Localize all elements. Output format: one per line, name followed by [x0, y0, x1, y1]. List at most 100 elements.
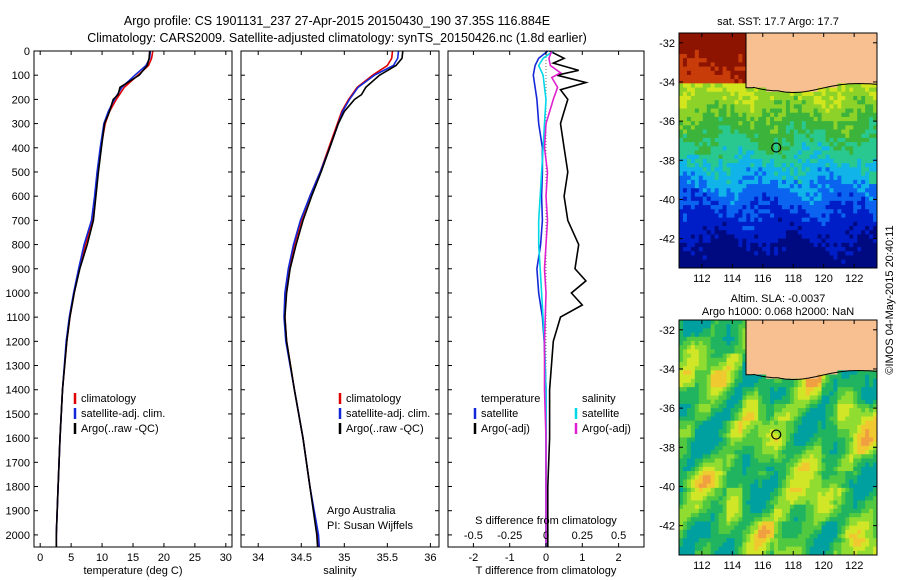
land-cell — [758, 66, 763, 72]
ocean-cell — [702, 112, 708, 118]
ocean-cell — [789, 209, 795, 214]
ocean-cell — [873, 263, 877, 268]
ocean-cell — [690, 230, 696, 235]
ocean-cell — [865, 205, 870, 210]
land-cell — [873, 336, 877, 342]
ocean-cell — [853, 445, 858, 451]
ocean-cell — [817, 374, 823, 380]
ocean-cell — [837, 217, 842, 223]
ocean-cell — [869, 95, 874, 101]
ocean-cell — [686, 200, 692, 206]
ocean-cell — [821, 188, 827, 193]
ocean-cell — [738, 112, 743, 118]
ocean-cell — [805, 395, 811, 401]
ocean-cell — [734, 70, 739, 76]
ocean-cell — [679, 320, 684, 325]
ocean-cell — [722, 175, 728, 181]
ocean-cell — [734, 378, 739, 384]
land-cell — [770, 79, 775, 84]
ocean-cell — [682, 234, 688, 240]
land-cell — [789, 45, 795, 51]
ocean-cell — [861, 374, 866, 380]
ocean-cell — [726, 58, 731, 63]
land-cell — [766, 33, 771, 38]
ocean-cell — [809, 387, 815, 392]
ocean-cell — [837, 121, 842, 126]
ocean-cell — [774, 433, 779, 438]
ocean-cell — [785, 429, 791, 434]
ytick-label: 900 — [12, 264, 30, 276]
ocean-cell — [722, 91, 728, 97]
ocean-cell — [734, 154, 739, 160]
ocean-cell — [837, 475, 842, 480]
ocean-cell — [781, 230, 787, 235]
ocean-cell — [718, 171, 724, 177]
ocean-cell — [869, 242, 874, 248]
ocean-cell — [686, 340, 692, 346]
ocean-cell — [750, 408, 755, 413]
ocean-cell — [801, 125, 807, 131]
ocean-cell — [686, 399, 692, 405]
ocean-cell — [686, 163, 692, 168]
land-cell — [817, 324, 823, 329]
ocean-cell — [857, 408, 862, 413]
ocean-cell — [813, 163, 819, 168]
ocean-cell — [797, 462, 803, 468]
ocean-cell — [686, 349, 692, 355]
land-cell — [817, 62, 823, 68]
ocean-cell — [730, 79, 735, 84]
ocean-cell — [813, 450, 819, 455]
ocean-cell — [758, 234, 763, 240]
ocean-cell — [714, 357, 720, 363]
ocean-cell — [738, 91, 743, 97]
ocean-cell — [750, 104, 755, 110]
ocean-cell — [738, 83, 743, 89]
ocean-cell — [679, 378, 684, 384]
ocean-cell — [718, 420, 724, 426]
ocean-cell — [742, 129, 747, 135]
ocean-cell — [682, 184, 688, 189]
ocean-cell — [718, 137, 724, 143]
ocean-cell — [781, 171, 787, 177]
ocean-cell — [849, 412, 854, 418]
ocean-cell — [762, 217, 767, 223]
ocean-cell — [706, 424, 712, 430]
ocean-cell — [698, 179, 704, 185]
ocean-cell — [679, 83, 684, 89]
ocean-cell — [718, 100, 724, 105]
ocean-cell — [861, 125, 866, 131]
land-cell — [845, 353, 850, 359]
ocean-cell — [873, 382, 877, 388]
ocean-cell — [706, 37, 712, 42]
land-cell — [805, 361, 811, 367]
ocean-cell — [841, 188, 846, 193]
ocean-cell — [690, 412, 696, 418]
ocean-cell — [690, 441, 696, 447]
ocean-cell — [821, 420, 827, 426]
land-cell — [809, 374, 815, 380]
ocean-cell — [742, 374, 747, 380]
land-cell — [754, 340, 759, 346]
ocean-cell — [841, 196, 846, 202]
ocean-cell — [710, 345, 716, 350]
ocean-cell — [698, 441, 704, 447]
ocean-cell — [813, 403, 819, 409]
ocean-cell — [738, 150, 743, 156]
ocean-cell — [837, 395, 842, 401]
ocean-cell — [746, 116, 751, 122]
ocean-cell — [837, 163, 842, 168]
ocean-cell — [825, 221, 830, 227]
ocean-cell — [861, 142, 866, 147]
ocean-cell — [774, 100, 779, 105]
land-cell — [766, 345, 771, 350]
ocean-cell — [789, 458, 795, 464]
ocean-cell — [778, 437, 783, 443]
land-cell — [770, 70, 775, 76]
ocean-cell — [833, 133, 838, 139]
ocean-cell — [734, 391, 739, 397]
ocean-cell — [869, 200, 874, 206]
ocean-cell — [853, 230, 858, 235]
ocean-cell — [730, 221, 735, 227]
ocean-cell — [714, 146, 720, 151]
series-0-1-line — [55, 51, 152, 547]
